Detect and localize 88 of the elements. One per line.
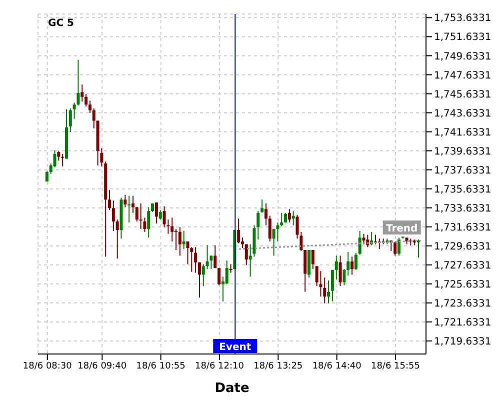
y-tick-label: 1,725.6331	[434, 279, 492, 290]
x-tick-label: 18/6 12:10	[194, 361, 244, 372]
candlestick	[397, 237, 400, 256]
y-tick-label: 1,727.6331	[434, 260, 492, 272]
candlestick	[182, 230, 186, 250]
candlestick	[158, 210, 162, 220]
y-tick-label: 1,731.6331	[434, 222, 492, 234]
candlestick	[327, 280, 330, 304]
candlestick	[147, 206, 150, 238]
y-tick-label: 1,749.6331	[434, 51, 492, 62]
y-tick-label: 1,723.6331	[434, 298, 492, 310]
candlestick	[124, 194, 127, 208]
y-tick-label: 1,739.6331	[434, 146, 492, 158]
x-axis-title: Date	[214, 381, 250, 396]
candlestick	[80, 84, 84, 102]
candlestick	[116, 219, 119, 260]
candlestick	[139, 202, 142, 230]
candlestick	[276, 222, 280, 242]
candlestick	[346, 251, 350, 276]
candlestick	[268, 215, 272, 242]
candlestick	[194, 246, 198, 274]
candlestick	[358, 230, 362, 256]
candlestick	[237, 218, 240, 244]
candlestick	[284, 212, 288, 223]
candlestick	[264, 202, 268, 226]
candlestick	[202, 264, 205, 287]
candlestick	[88, 100, 92, 114]
y-tick-label: 1,733.6331	[434, 203, 492, 214]
y-tick-label: 1,743.6331	[434, 108, 492, 120]
candlestick	[280, 212, 284, 227]
candlestick	[260, 199, 264, 214]
y-tick-label: 1,751.6331	[434, 32, 492, 44]
candlestick	[135, 206, 138, 222]
candlestick	[362, 233, 366, 245]
candlestick	[338, 255, 342, 287]
candlestick	[170, 217, 174, 242]
candlestick	[330, 269, 334, 302]
y-tick-label: 1,729.6331	[434, 241, 492, 252]
candlestick	[311, 249, 314, 270]
candlestick	[84, 94, 88, 107]
x-tick-label: 18/6 15:55	[370, 361, 420, 372]
candlestick	[108, 190, 112, 211]
candlestick	[206, 244, 209, 270]
x-tick-label: 18/6 14:40	[312, 361, 362, 372]
candlestick	[218, 268, 221, 286]
candlestick	[225, 260, 228, 285]
candlestick	[319, 270, 322, 298]
candlestick	[334, 255, 338, 280]
candlestick	[112, 200, 115, 232]
candlestick	[57, 150, 60, 162]
candlestick	[244, 244, 248, 266]
y-tick-label: 1,741.6331	[434, 127, 492, 138]
candlestick	[394, 242, 397, 256]
ref-line-label: Event	[219, 342, 252, 353]
series-label: Trend	[386, 223, 418, 234]
y-tick-label: 1,721.6331	[434, 317, 492, 328]
candlestick	[304, 249, 307, 292]
candlestick	[323, 277, 326, 304]
candlestick	[288, 208, 291, 223]
x-tick-label: 18/6 10:55	[136, 361, 186, 372]
y-tick-label: 1,735.6331	[434, 184, 492, 196]
candlestick	[154, 202, 158, 224]
y-tick-label: 1,753.6331	[434, 13, 492, 24]
candlestick	[214, 244, 217, 269]
candlestick	[61, 153, 64, 167]
candlestick	[178, 226, 182, 256]
candlestick	[92, 108, 96, 129]
y-tick-label: 1,747.6331	[434, 70, 492, 82]
candlestick	[198, 262, 201, 298]
candlestick	[350, 256, 354, 276]
candlestick	[342, 268, 346, 286]
x-tick-label: 18/6 08:30	[22, 361, 72, 372]
candlestick	[68, 108, 72, 133]
y-tick-label: 1,737.6331	[434, 165, 492, 176]
candlestick	[128, 195, 131, 223]
x-tick-label: 18/6 09:40	[78, 361, 127, 372]
candlestick	[53, 150, 56, 168]
candlestick	[256, 210, 260, 240]
candlestick	[174, 228, 178, 250]
y-tick-label: 1,745.6331	[434, 89, 492, 100]
y-tick-label: 1,719.6331	[434, 336, 492, 348]
candlestick	[186, 240, 190, 265]
candlestick	[131, 195, 134, 214]
chart-title: GC 5	[48, 18, 74, 29]
x-tick-label: 18/6 13:25	[254, 361, 303, 372]
candlestick	[229, 264, 232, 274]
candlestick	[190, 246, 194, 272]
candlestick	[354, 252, 358, 270]
